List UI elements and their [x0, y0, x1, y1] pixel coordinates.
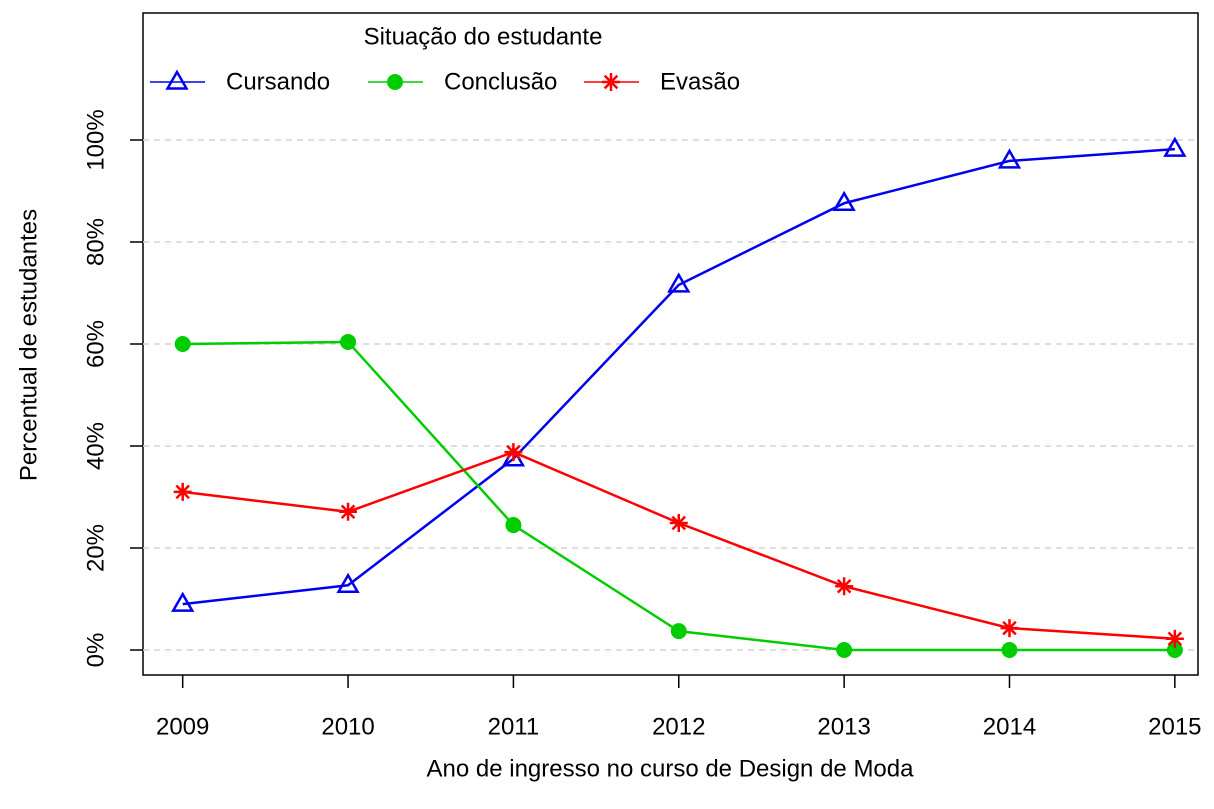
data-point: [1165, 629, 1184, 648]
data-point: [504, 443, 523, 462]
legend-label: Conclusão: [444, 68, 557, 95]
x-tick-label: 2015: [1148, 713, 1201, 740]
data-point: [336, 572, 360, 593]
x-axis-label: Ano de ingresso no curso de Design de Mo…: [427, 755, 915, 782]
x-tick-label: 2012: [652, 713, 705, 740]
y-tick-label: 100%: [82, 109, 109, 170]
y-axis-label: Percentual de estudantes: [15, 209, 42, 481]
x-tick-label: 2010: [321, 713, 374, 740]
y-tick-label: 40%: [82, 422, 109, 470]
x-tick-label: 2013: [817, 713, 870, 740]
legend-marker: [387, 74, 403, 90]
data-point: [667, 272, 691, 293]
data-point: [1001, 642, 1018, 659]
data-point: [1166, 642, 1183, 659]
x-tick-label: 2009: [156, 713, 209, 740]
data-point: [670, 623, 687, 640]
y-tick-label: 0%: [82, 633, 109, 668]
data-point: [174, 336, 191, 352]
data-point: [173, 482, 192, 501]
data-point: [832, 190, 856, 211]
data-point: [1163, 136, 1187, 157]
y-tick-label: 80%: [82, 218, 109, 266]
data-point: [171, 591, 195, 612]
series-line: [182, 147, 1175, 606]
legend-marker: [165, 69, 189, 90]
series-line: [182, 340, 1175, 652]
legend-marker: [602, 73, 620, 91]
y-tick-label: 60%: [82, 320, 109, 368]
x-tick-label: 2014: [983, 713, 1036, 740]
legend-label: Evasão: [660, 68, 740, 95]
legend-title: Situação do estudante: [364, 23, 603, 50]
data-point: [669, 514, 688, 533]
data-point: [997, 148, 1022, 169]
data-point: [836, 642, 853, 659]
series-line: [182, 450, 1175, 641]
y-tick-label: 20%: [82, 524, 109, 572]
data-point: [340, 333, 357, 350]
data-point: [835, 577, 854, 596]
x-tick-label: 2011: [488, 713, 540, 740]
data-point: [1000, 619, 1019, 638]
data-point: [339, 502, 358, 521]
data-point: [505, 517, 522, 534]
legend-label: Cursando: [226, 68, 330, 95]
